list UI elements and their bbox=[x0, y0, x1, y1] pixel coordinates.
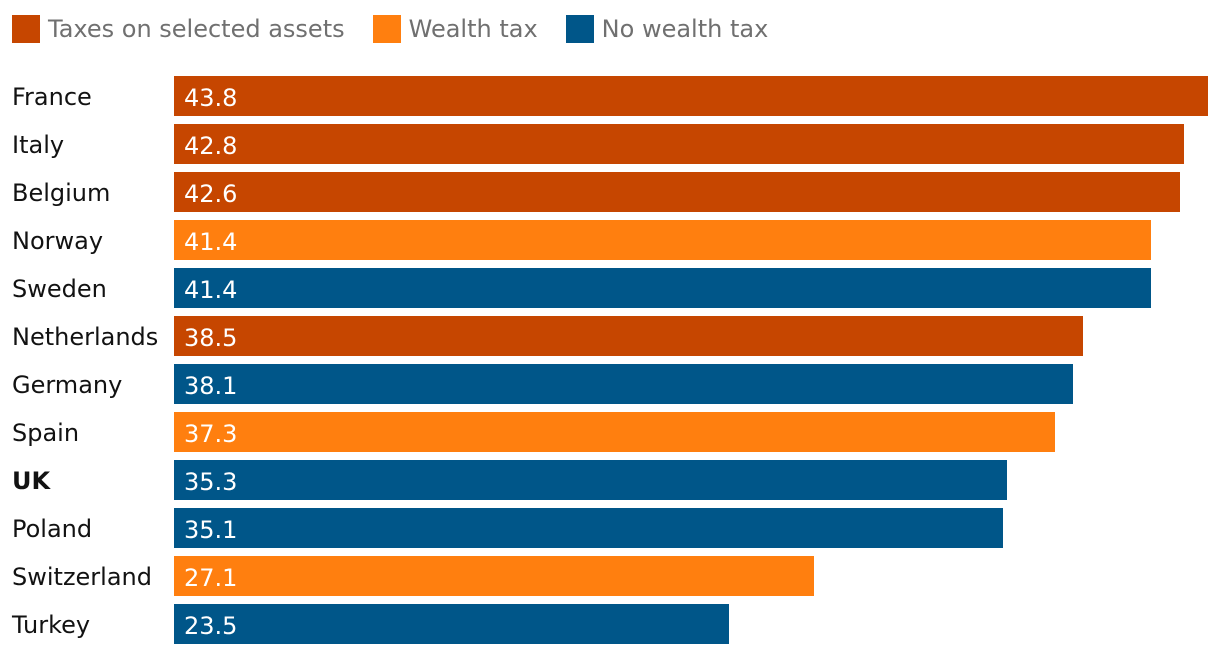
bar-value-label-uk: 35.3 bbox=[184, 468, 238, 496]
bar-netherlands: 38.5 bbox=[174, 316, 1083, 356]
bar-france: 43.8 bbox=[174, 76, 1208, 116]
legend-item-selected-assets: Taxes on selected assets bbox=[12, 15, 345, 43]
bar-sweden: 41.4 bbox=[174, 268, 1151, 308]
legend-item-no-wealth-tax: No wealth tax bbox=[565, 15, 769, 43]
bar-uk: 35.3 bbox=[174, 460, 1007, 500]
bar-spain: 37.3 bbox=[174, 412, 1055, 452]
category-label-norway: Norway bbox=[12, 227, 104, 255]
bar-value-label-spain: 37.3 bbox=[184, 420, 238, 448]
category-label-uk: UK bbox=[12, 467, 51, 495]
bar-value-label-belgium: 42.6 bbox=[184, 180, 238, 208]
bar-value-label-france: 43.8 bbox=[184, 84, 238, 112]
category-label-germany: Germany bbox=[12, 371, 123, 399]
bar-turkey: 23.5 bbox=[174, 604, 729, 644]
bar-value-label-germany: 38.1 bbox=[184, 372, 238, 400]
legend-label-selected-assets: Taxes on selected assets bbox=[48, 15, 345, 43]
legend-label-wealth-tax: Wealth tax bbox=[408, 15, 538, 43]
category-label-italy: Italy bbox=[12, 131, 65, 159]
category-label-sweden: Sweden bbox=[12, 275, 107, 303]
bar-italy: 42.8 bbox=[174, 124, 1184, 164]
category-label-france: France bbox=[12, 83, 92, 111]
bar-switzerland: 27.1 bbox=[174, 556, 814, 596]
bar-poland: 35.1 bbox=[174, 508, 1003, 548]
bar-value-label-netherlands: 38.5 bbox=[184, 324, 238, 352]
category-label-netherlands: Netherlands bbox=[12, 323, 159, 351]
bar-norway: 41.4 bbox=[174, 220, 1151, 260]
bar-value-label-switzerland: 27.1 bbox=[184, 564, 238, 592]
legend-swatch-no-wealth-tax bbox=[565, 15, 594, 43]
bar-value-label-norway: 41.4 bbox=[184, 228, 238, 256]
category-label-spain: Spain bbox=[12, 419, 80, 447]
legend-swatch-selected-assets bbox=[12, 15, 40, 43]
category-label-turkey: Turkey bbox=[12, 611, 91, 639]
bar-belgium: 42.6 bbox=[174, 172, 1180, 212]
bar-value-label-poland: 35.1 bbox=[184, 516, 238, 544]
category-label-poland: Poland bbox=[12, 515, 93, 543]
legend-label-no-wealth-tax: No wealth tax bbox=[601, 15, 769, 43]
bar-value-label-sweden: 41.4 bbox=[184, 276, 238, 304]
bar-value-label-turkey: 23.5 bbox=[184, 612, 238, 640]
legend-swatch-wealth-tax bbox=[372, 15, 401, 43]
chart-legend: Taxes on selected assets Wealth tax No w… bbox=[12, 12, 796, 46]
legend-item-wealth-tax: Wealth tax bbox=[372, 15, 538, 43]
bar-germany: 38.1 bbox=[174, 364, 1073, 404]
category-label-belgium: Belgium bbox=[12, 179, 111, 207]
bar-value-label-italy: 42.8 bbox=[184, 132, 238, 160]
category-label-switzerland: Switzerland bbox=[12, 563, 152, 591]
